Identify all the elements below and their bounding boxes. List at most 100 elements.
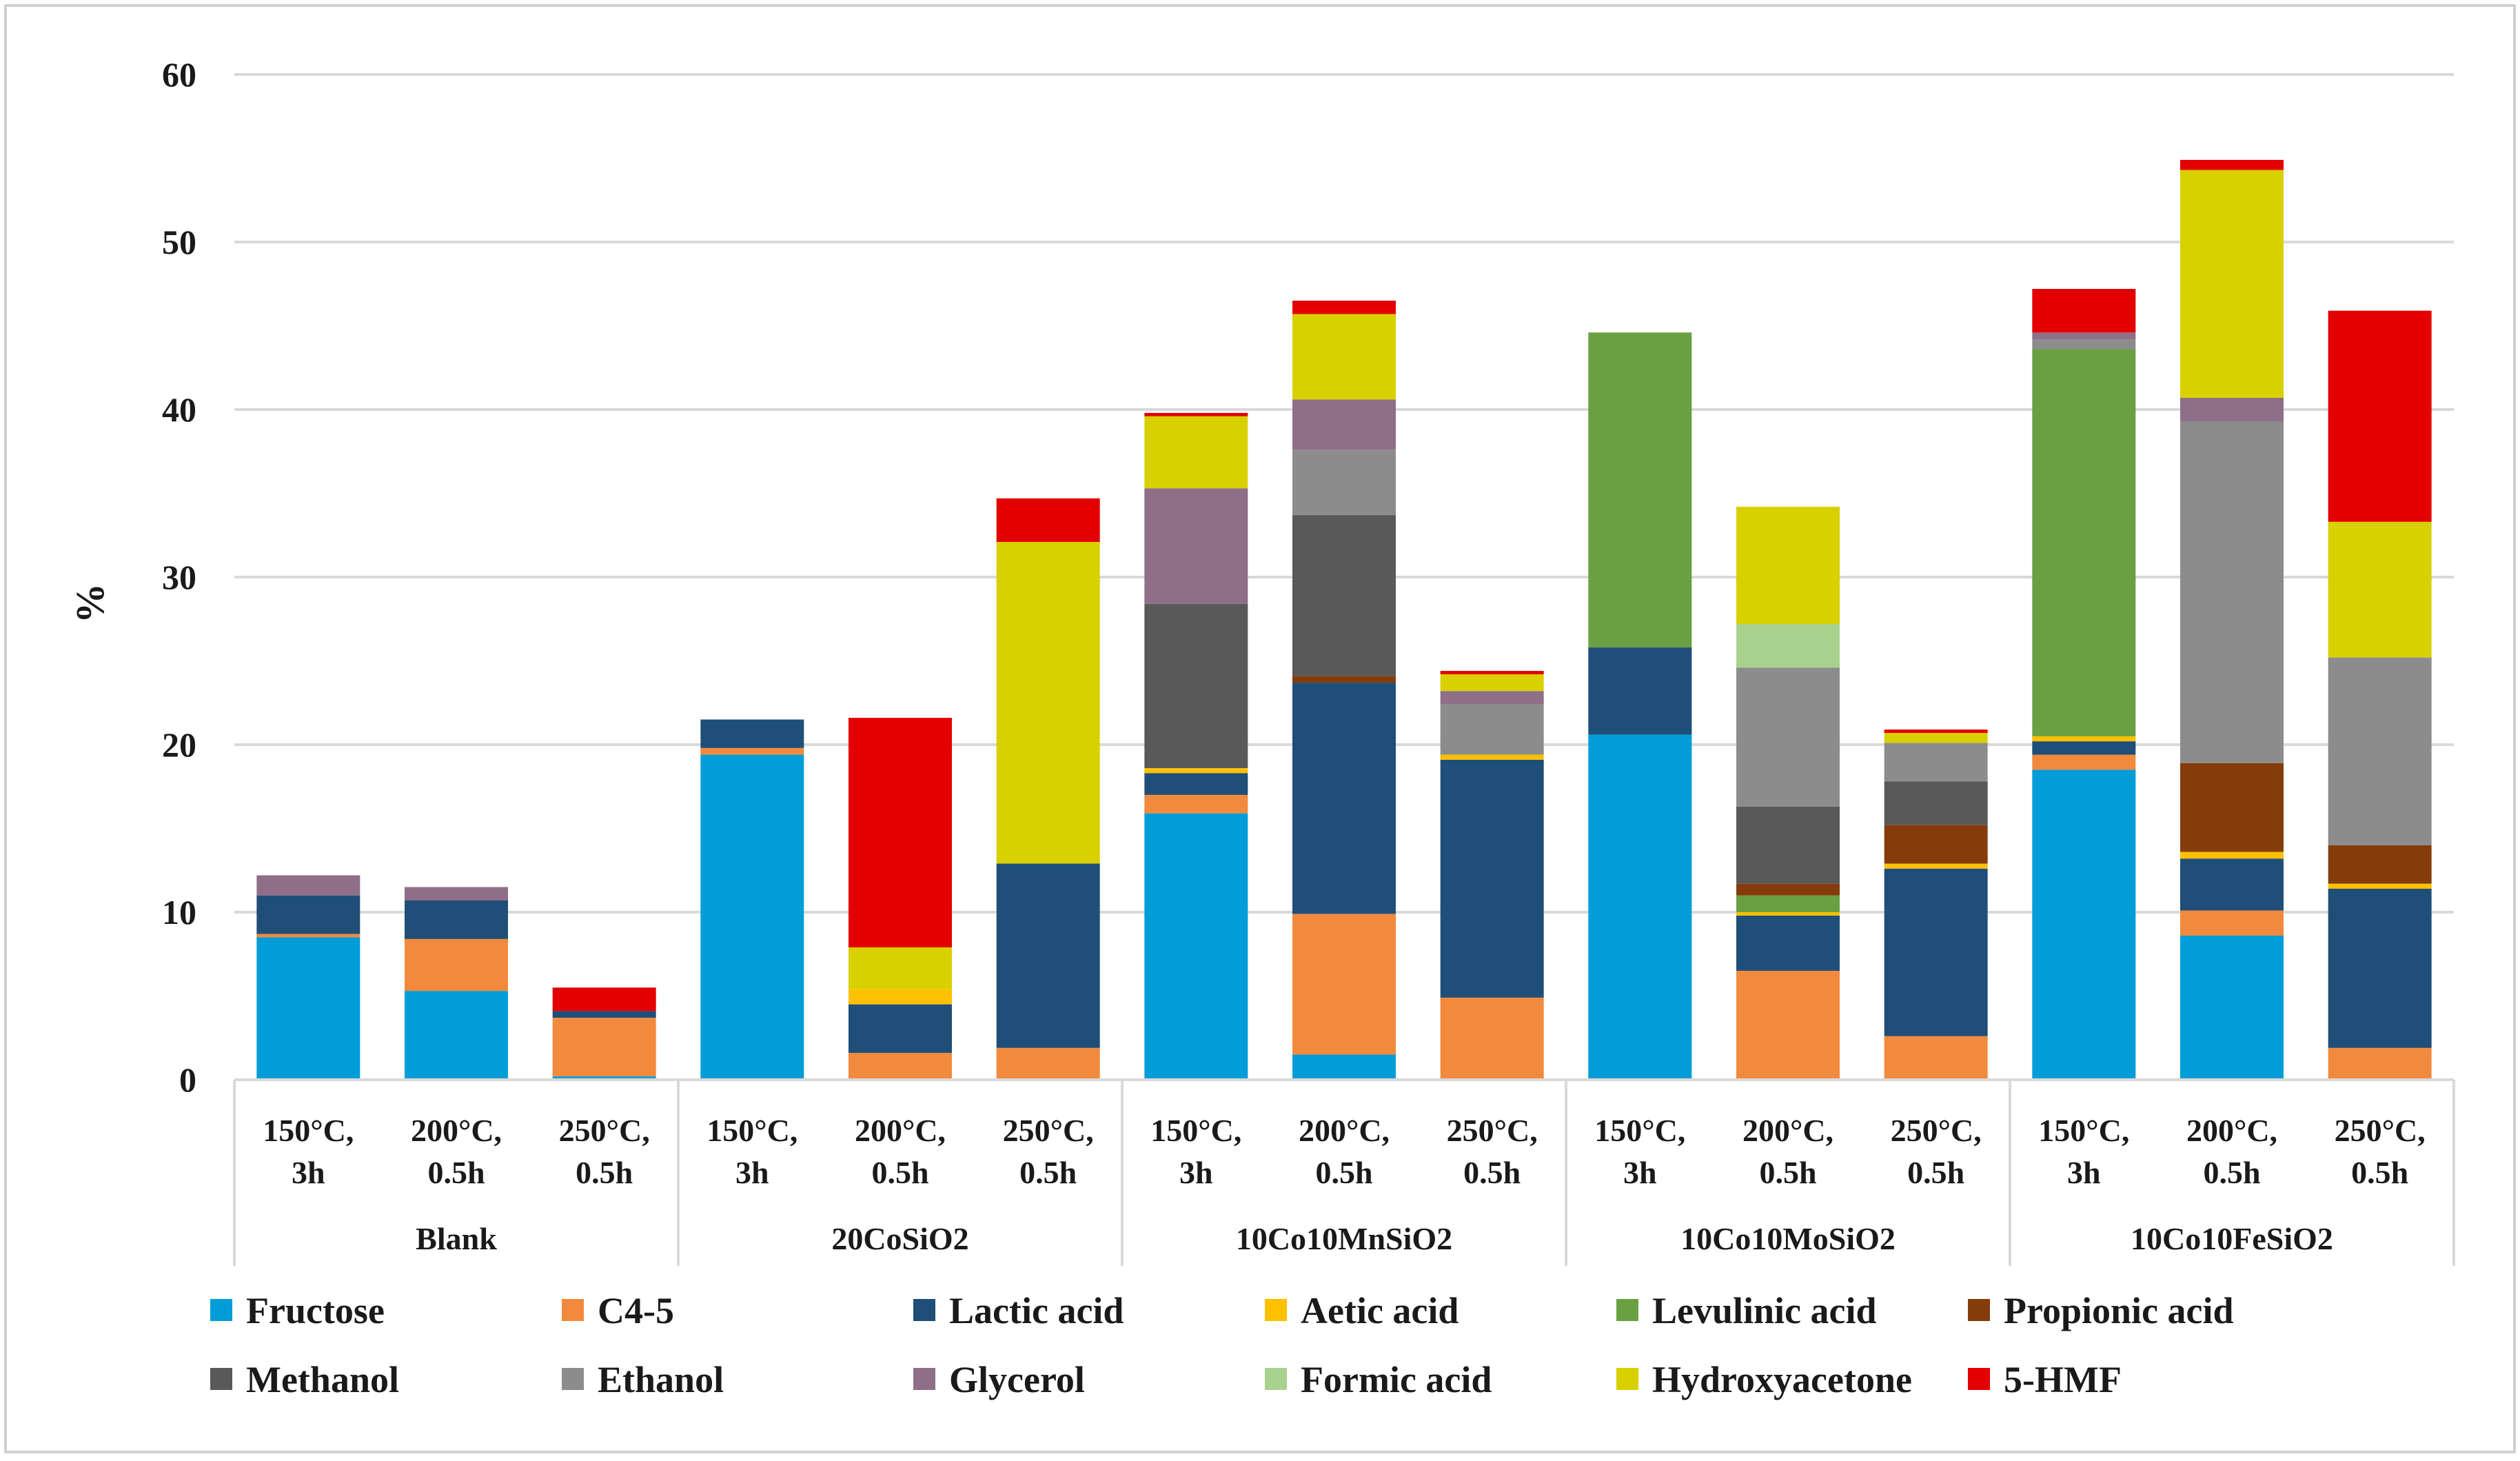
bar-segment-fructose xyxy=(405,991,508,1080)
y-tick-label: 10 xyxy=(162,893,196,931)
x-category-label-line2: 0.5h xyxy=(576,1155,633,1190)
bar-segment-c4-5 xyxy=(1292,914,1396,1055)
bar-segment-aetic-acid xyxy=(1736,912,1840,916)
bar-segment-aetic-acid xyxy=(1440,754,1544,760)
legend-swatch-aetic-acid xyxy=(1265,1299,1287,1321)
x-category-label-line1: 150°C, xyxy=(1150,1113,1241,1148)
legend-label-methanol: Methanol xyxy=(246,1359,399,1400)
bar-segment-glycerol xyxy=(256,875,360,896)
legend-label-glycerol: Glycerol xyxy=(949,1359,1085,1400)
bar-segment-fructose xyxy=(256,937,360,1080)
x-category-label-line1: 150°C, xyxy=(1594,1113,1685,1148)
bar-segment-fructose xyxy=(2032,769,2136,1080)
bar-segment-fructose xyxy=(1588,734,1692,1080)
y-tick-label: 60 xyxy=(162,55,196,94)
bar-segment-lactic-acid xyxy=(256,895,360,934)
x-category-label-line1: 150°C, xyxy=(707,1113,797,1148)
bar-segment-fructose xyxy=(1292,1054,1396,1080)
bar-segment-c4-5 xyxy=(1144,794,1248,814)
x-category-label-line1: 150°C, xyxy=(2038,1113,2129,1148)
bar-segment-lactic-acid xyxy=(1144,773,1248,795)
bar-segment-c4-5 xyxy=(1440,997,1544,1080)
x-category-label-line1: 250°C, xyxy=(1003,1113,1094,1148)
bar-segment-lactic-acid xyxy=(1588,647,1692,735)
bar-segment-c4-5 xyxy=(1884,1036,1988,1080)
bar-segment-c4-5 xyxy=(996,1047,1100,1080)
bar-segment-lactic-acid xyxy=(2180,858,2284,911)
bar-segment-lactic-acid xyxy=(849,1004,952,1054)
x-category-label-line2: 0.5h xyxy=(427,1155,485,1190)
bar-segment-c4-5 xyxy=(2328,1047,2432,1080)
bar-segment-5-hmf xyxy=(996,498,1100,542)
bar-segment-5-hmf xyxy=(552,987,656,1011)
bar-segment-5-hmf xyxy=(2180,159,2284,170)
legend-swatch-hydroxyacetone xyxy=(1616,1368,1638,1390)
bar-segment-lactic-acid xyxy=(996,863,1100,1048)
x-category-label-line1: 250°C, xyxy=(2335,1113,2426,1148)
bar-segment-glycerol xyxy=(1144,488,1248,604)
x-category-label-line1: 250°C, xyxy=(1891,1113,1982,1148)
bar-segment-fructose xyxy=(700,754,804,1080)
bar-segment-c4-5 xyxy=(700,747,804,755)
bar-segment-formic-acid xyxy=(1736,624,1840,668)
bar-segment-propionic-acid xyxy=(1292,676,1396,683)
legend-swatch-fructose xyxy=(210,1299,232,1321)
bar-segment-ethanol xyxy=(1440,704,1544,755)
bar-segment-c4-5 xyxy=(849,1053,952,1080)
bar-segment-aetic-acid xyxy=(849,989,952,1005)
y-tick-label: 30 xyxy=(162,558,196,596)
legend-label-aetic-acid: Aetic acid xyxy=(1301,1290,1459,1331)
x-group-label: 20CoSiO2 xyxy=(831,1221,968,1256)
bar-segment-ethanol xyxy=(1292,450,1396,516)
legend-label-lactic-acid: Lactic acid xyxy=(949,1290,1124,1331)
x-category-label-line1: 200°C, xyxy=(855,1113,946,1148)
x-category-label-line1: 200°C, xyxy=(411,1113,502,1148)
bar-segment-glycerol xyxy=(1440,691,1544,705)
bar-segment-5-hmf xyxy=(2032,289,2136,333)
legend-swatch-glycerol xyxy=(913,1368,935,1390)
legend-swatch-5-hmf xyxy=(1968,1368,1990,1390)
legend-swatch-levulinic-acid xyxy=(1616,1299,1638,1321)
bar-segment-aetic-acid xyxy=(2180,852,2284,859)
legend-swatch-lactic-acid xyxy=(913,1299,935,1321)
bar-segment-propionic-acid xyxy=(2328,845,2432,884)
x-category-label-line2: 0.5h xyxy=(1315,1155,1372,1190)
bar-segment-c4-5 xyxy=(405,938,508,991)
x-group-label: 10Co10FeSiO2 xyxy=(2131,1221,2333,1256)
bar-segment-5-hmf xyxy=(1440,671,1544,674)
legend-label-hydroxyacetone: Hydroxyacetone xyxy=(1652,1359,1912,1400)
x-category-label-line1: 250°C, xyxy=(1447,1113,1538,1148)
bar-segment-levulinic-acid xyxy=(2032,349,2136,736)
x-category-label-line1: 200°C, xyxy=(1299,1113,1390,1148)
legend-label-propionic-acid: Propionic acid xyxy=(2004,1290,2234,1331)
legend-label-ethanol: Ethanol xyxy=(598,1359,724,1400)
bar-segment-glycerol xyxy=(1292,399,1396,450)
x-category-label-line2: 0.5h xyxy=(2203,1155,2260,1190)
bar-segment-c4-5 xyxy=(2032,754,2136,770)
bar-segment-hydroxyacetone xyxy=(2180,170,2284,398)
bar-segment-fructose xyxy=(2180,936,2284,1080)
bar-segment-methanol xyxy=(1144,603,1248,769)
bar-segment-hydroxyacetone xyxy=(1292,314,1396,400)
bar-segment-5-hmf xyxy=(849,718,952,948)
bar-segment-fructose xyxy=(1144,813,1248,1080)
bar-segment-c4-5 xyxy=(552,1018,656,1077)
bar-segment-hydroxyacetone xyxy=(849,947,952,989)
x-category-labels: 150°C, 3h 200°C, 0.5h 250°C, 0.5h 150°C, 3h 200°… xyxy=(263,1113,2425,1190)
bar-segment-hydroxyacetone xyxy=(1884,732,1988,743)
bar-segment-ethanol xyxy=(2180,421,2284,763)
legend-label-c4-5: C4-5 xyxy=(598,1290,674,1331)
bar-segment-propionic-acid xyxy=(2180,763,2284,852)
x-category-label-line1: 200°C, xyxy=(1742,1113,1833,1148)
bar-segment-ethanol xyxy=(2328,657,2432,845)
y-tick-label: 20 xyxy=(162,725,196,764)
legend-swatch-propionic-acid xyxy=(1968,1299,1990,1321)
x-category-label-line2: 0.5h xyxy=(1907,1155,1964,1190)
x-category-label-line1: 250°C, xyxy=(559,1113,650,1148)
legend-swatch-ethanol xyxy=(562,1368,584,1390)
bar-segment-c4-5 xyxy=(2180,910,2284,936)
x-category-label-line2: 0.5h xyxy=(1759,1155,1816,1190)
x-category-label-line2: 0.5h xyxy=(1463,1155,1521,1190)
